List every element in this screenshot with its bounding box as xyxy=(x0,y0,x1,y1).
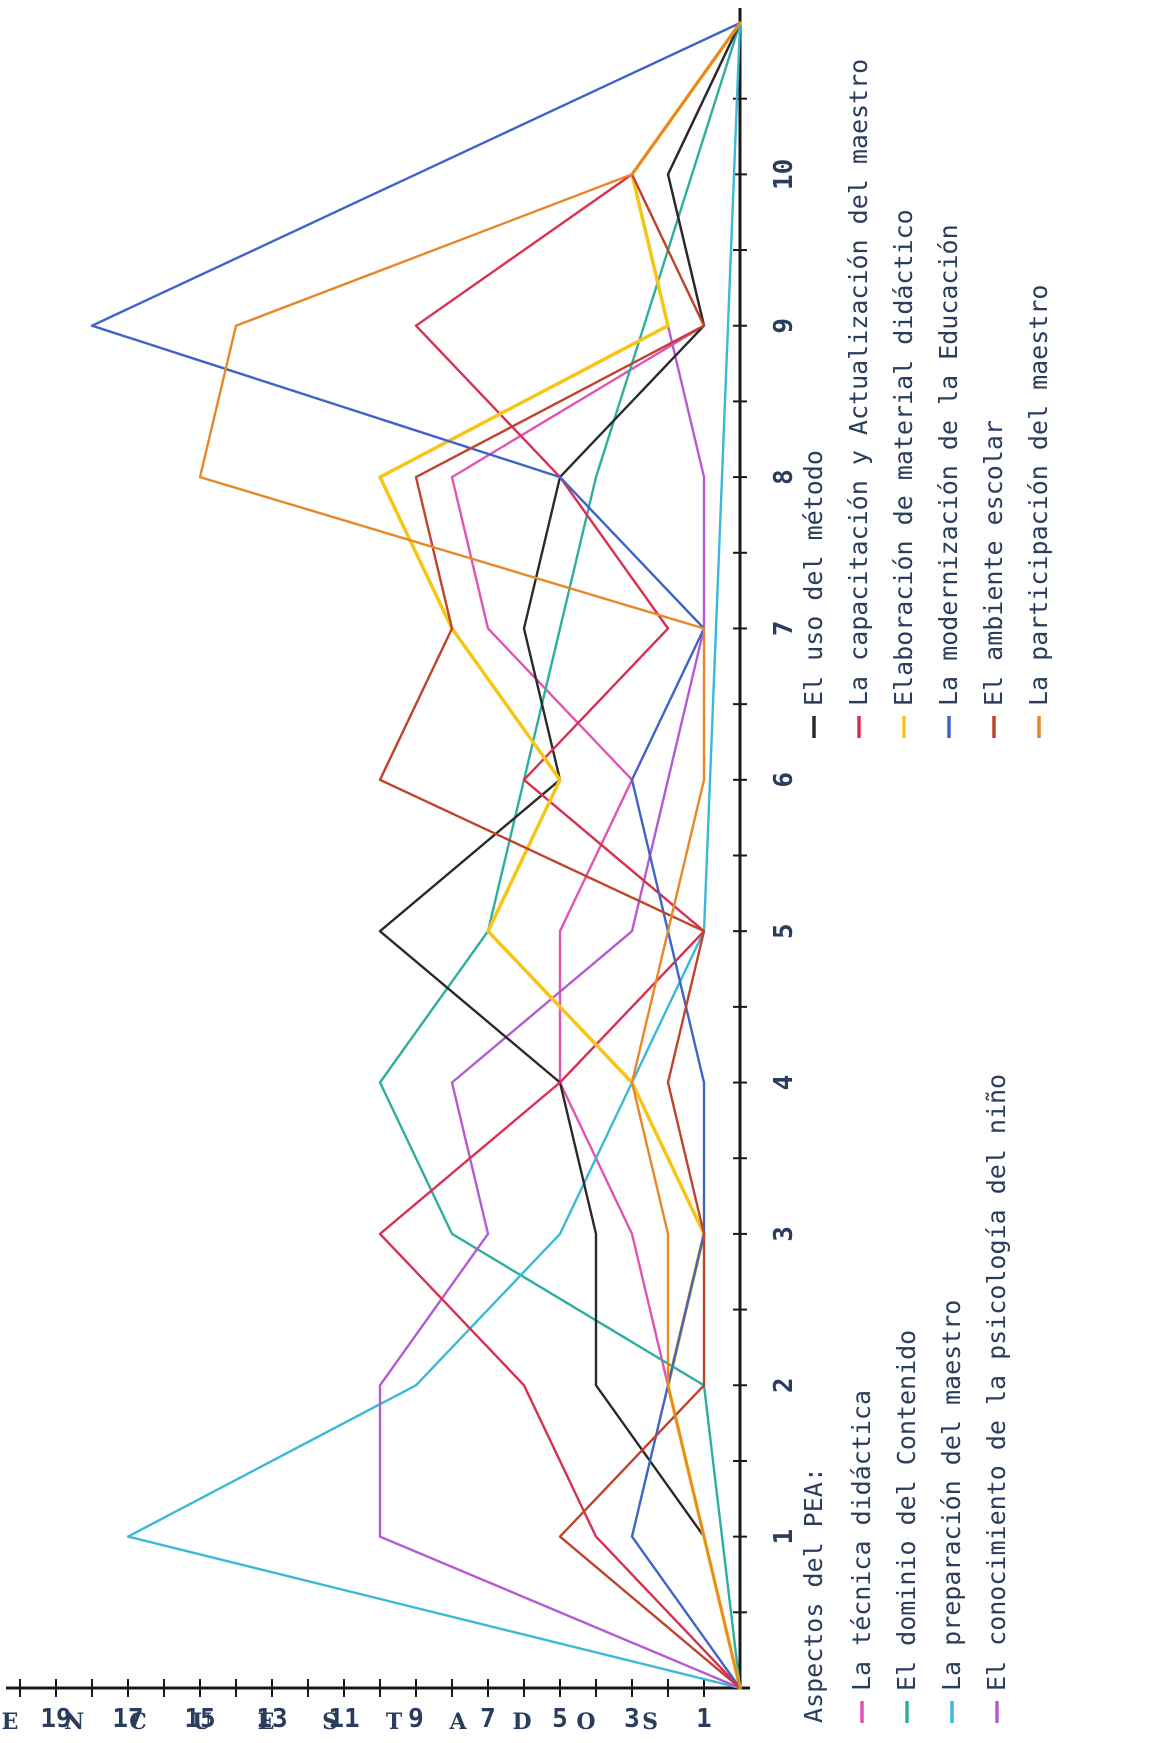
y-tick-label: 1 xyxy=(696,1704,712,1734)
x-tick-label: 8 xyxy=(769,469,799,485)
y-tick-label-text: 9 xyxy=(408,1704,424,1734)
y-axis-label-letter: A xyxy=(448,1709,467,1735)
legend-entry-1: La técnica didáctica xyxy=(847,1390,876,1723)
y-tick-label: 9 xyxy=(408,1704,424,1734)
legend-label: La participación del maestro xyxy=(1024,285,1053,706)
x-tick-label: 4 xyxy=(769,1075,799,1091)
series-line-6 xyxy=(378,21,742,1690)
y-tick-label-text: 5 xyxy=(552,1704,568,1734)
legend-label: El dominio del Contenido xyxy=(892,1330,921,1691)
legend-label: La modernización de la Educación xyxy=(934,224,963,706)
y-tick-label-text: 13 xyxy=(256,1704,287,1734)
y-tick-label: 7 xyxy=(480,1704,496,1734)
y-axis-label-letter: N xyxy=(64,1709,84,1735)
y-axis-label-letter: U xyxy=(192,1709,211,1735)
y-axis-label-letter: S xyxy=(322,1709,338,1735)
series-line-10 xyxy=(198,21,742,1690)
y-axis-label-letter: S xyxy=(642,1709,658,1735)
legend-entry-3: La preparación del maestro xyxy=(937,1300,966,1723)
y-axis-label-letter: O xyxy=(576,1709,595,1735)
x-tick-label: 5 xyxy=(769,923,799,939)
legend-entry-7: Elaboración de material didáctico xyxy=(889,209,918,738)
series-line-3 xyxy=(126,21,742,1690)
y-axis-label-letter: D xyxy=(512,1709,531,1735)
y-tick-label: 5 xyxy=(552,1704,568,1734)
series-line-1 xyxy=(450,21,742,1690)
x-tick-label: 6 xyxy=(769,772,799,788)
x-tick-label: 7 xyxy=(769,621,799,637)
x-tick-label: 10 xyxy=(769,159,799,190)
y-tick-label: 17 xyxy=(112,1704,143,1734)
legend-label: La preparación del maestro xyxy=(937,1300,966,1691)
y-tick-label-text: 7 xyxy=(480,1704,496,1734)
legend-entry-8: La modernización de la Educación xyxy=(934,224,963,738)
legend-label: La técnica didáctica xyxy=(847,1390,876,1691)
y-axis-label-letter: C xyxy=(129,1709,147,1735)
series-layer xyxy=(90,21,742,1690)
legend: Aspectos del PEA: La técnica didáctica El … xyxy=(2,59,1053,1735)
y-tick-label-text: 1 xyxy=(696,1704,712,1734)
y-tick-label: 15 xyxy=(184,1704,215,1734)
x-tick-label: 2 xyxy=(769,1377,799,1393)
y-tick-label: 19 xyxy=(40,1704,71,1734)
legend-entry-5: El uso del método xyxy=(799,450,828,738)
x-tick-label: 9 xyxy=(769,318,799,334)
y-tick-label-text: 15 xyxy=(184,1704,215,1734)
x-tick-label: 3 xyxy=(769,1226,799,1242)
legend-label: El ambiente escolar xyxy=(979,420,1008,706)
y-tick-label: 3 xyxy=(624,1704,640,1734)
legend-entry-9: El ambiente escolar xyxy=(979,420,1008,738)
series-line-8 xyxy=(90,21,742,1690)
legend-label: La capacitación y Actualización del maes… xyxy=(844,59,873,706)
legend-label: El conocimiento de la psicología del niñ… xyxy=(982,1074,1011,1691)
y-tick-label-text: 17 xyxy=(112,1704,143,1734)
y-tick-label-text: 11 xyxy=(328,1704,359,1734)
y-tick-label: 11 xyxy=(328,1704,359,1734)
legend-entry-4: El conocimiento de la psicología del niñ… xyxy=(982,1074,1011,1723)
series-line-9 xyxy=(378,21,742,1690)
axes-layer xyxy=(6,8,750,1697)
y-tick-label-text: 19 xyxy=(40,1704,71,1734)
legend-entry-10: La participación del maestro xyxy=(1024,285,1053,738)
y-tick-label: 13 xyxy=(256,1704,287,1734)
legend-label: Elaboración de material didáctico xyxy=(889,209,918,706)
legend-entry-6: La capacitación y Actualización del maes… xyxy=(844,59,873,738)
y-axis-label-letter: E xyxy=(2,1709,19,1735)
y-axis-label-letter: T xyxy=(386,1709,403,1735)
x-tick-label: 1 xyxy=(769,1529,799,1545)
series-line-5 xyxy=(378,21,742,1690)
y-tick-label-text: 3 xyxy=(624,1704,640,1734)
legend-label: El uso del método xyxy=(799,450,828,706)
y-axis-label-letter: E xyxy=(258,1709,275,1735)
legend-entry-2: El dominio del Contenido xyxy=(892,1330,921,1723)
legend-title: Aspectos del PEA: xyxy=(799,1467,828,1723)
